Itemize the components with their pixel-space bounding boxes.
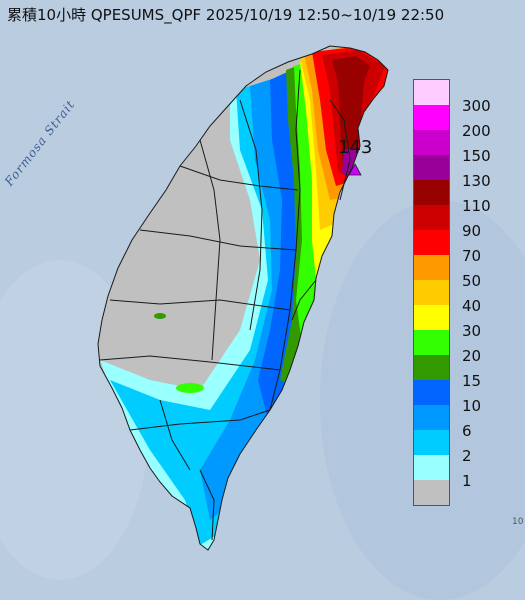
legend-label: 30 [462, 322, 482, 340]
map-title: 累積10小時 QPESUMS_QPF 2025/10/19 12:50~10/1… [7, 6, 445, 24]
max-rainfall-marker [348, 163, 362, 176]
boundary-line [179, 165, 299, 191]
legend-label: 1 [462, 472, 472, 490]
legend-label: 15 [462, 372, 482, 390]
legend-swatch [414, 330, 449, 355]
rain-zone-110mm [332, 56, 370, 176]
legend-label: 300 [462, 97, 491, 115]
rain-zone-10mm [258, 66, 300, 420]
boundary-line [239, 99, 263, 331]
legend-label: 200 [462, 122, 491, 140]
legend-swatch [414, 430, 449, 455]
island-outline [97, 45, 389, 551]
boundary-line [159, 399, 191, 471]
legend-swatch [414, 380, 449, 405]
boundary-lines [97, 45, 389, 551]
rain-spot [154, 313, 166, 319]
legend-swatch [414, 230, 449, 255]
legend-label: 110 [462, 197, 491, 215]
legend-swatch [414, 80, 449, 105]
boundary-line [329, 99, 351, 201]
boundary-line [129, 409, 271, 431]
legend-swatch [414, 405, 449, 430]
rain-spot [176, 383, 204, 393]
edge-mark-label: 10 [512, 517, 524, 527]
boundary-line [291, 279, 317, 321]
color-legend [413, 79, 450, 506]
legend-swatch [414, 130, 449, 155]
legend-swatch [414, 280, 449, 305]
legend-label: 10 [462, 397, 482, 415]
boundary-line [199, 469, 215, 541]
max-value-label: 143 [338, 137, 373, 158]
legend-label: 50 [462, 272, 482, 290]
legend-label: 90 [462, 222, 482, 240]
legend-swatch [414, 480, 449, 505]
legend-swatch [414, 455, 449, 480]
legend-label: 70 [462, 247, 482, 265]
legend-swatch [414, 205, 449, 230]
legend-label: 150 [462, 147, 491, 165]
legend-label: 2 [462, 447, 472, 465]
boundary-line [99, 355, 281, 371]
legend-swatch [414, 355, 449, 380]
legend-label: 130 [462, 172, 491, 190]
boundary-line [139, 229, 297, 251]
legend-swatch [414, 255, 449, 280]
legend-label: 6 [462, 422, 472, 440]
legend-swatch [414, 180, 449, 205]
legend-swatch [414, 155, 449, 180]
legend-label: 20 [462, 347, 482, 365]
legend-swatch [414, 305, 449, 330]
legend-swatch [414, 105, 449, 130]
boundary-line [199, 139, 221, 361]
boundary-line [109, 299, 291, 311]
legend-label: 40 [462, 297, 482, 315]
